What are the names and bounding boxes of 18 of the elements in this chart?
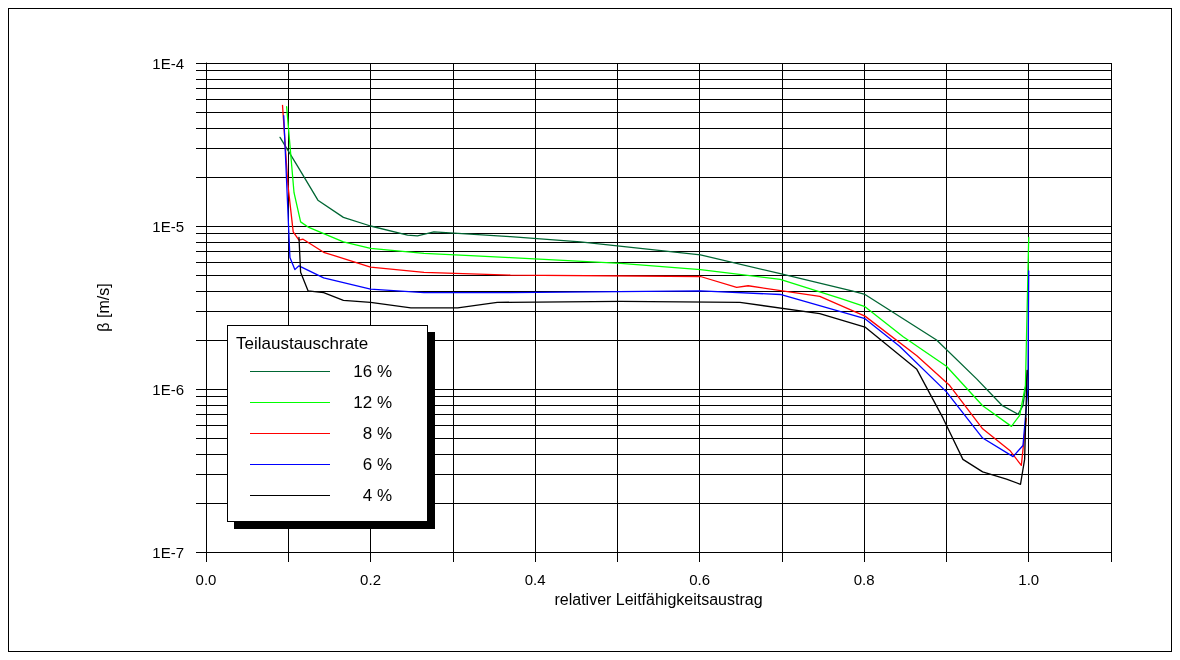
legend-label: 4 %: [361, 485, 392, 506]
x-tick-label: 1.0: [1018, 571, 1040, 588]
y-axis-title: β [m/s]: [94, 283, 112, 332]
x-tick-label: 0.2: [360, 571, 381, 588]
legend-label: 6 %: [361, 454, 392, 475]
x-tick-label: 0.8: [853, 571, 875, 588]
y-tick-label: 1E-4: [152, 54, 184, 72]
legend-label: 16 %: [352, 361, 392, 382]
x-tick-label: 0.4: [524, 571, 546, 588]
legend-title: Teilaustauschrate: [235, 333, 370, 355]
x-tick-label: 0.0: [195, 571, 217, 588]
y-tick-label: 1E-6: [152, 380, 184, 398]
y-tick-label: 1E-5: [152, 217, 184, 235]
y-tick-label: 1E-7: [152, 543, 184, 561]
x-tick-label: 0.6: [689, 571, 711, 588]
legend-label: 8 %: [361, 423, 392, 444]
x-axis-title: relativer Leitfähigkeitsaustrag: [554, 591, 763, 609]
legend-label: 12 %: [352, 392, 392, 413]
